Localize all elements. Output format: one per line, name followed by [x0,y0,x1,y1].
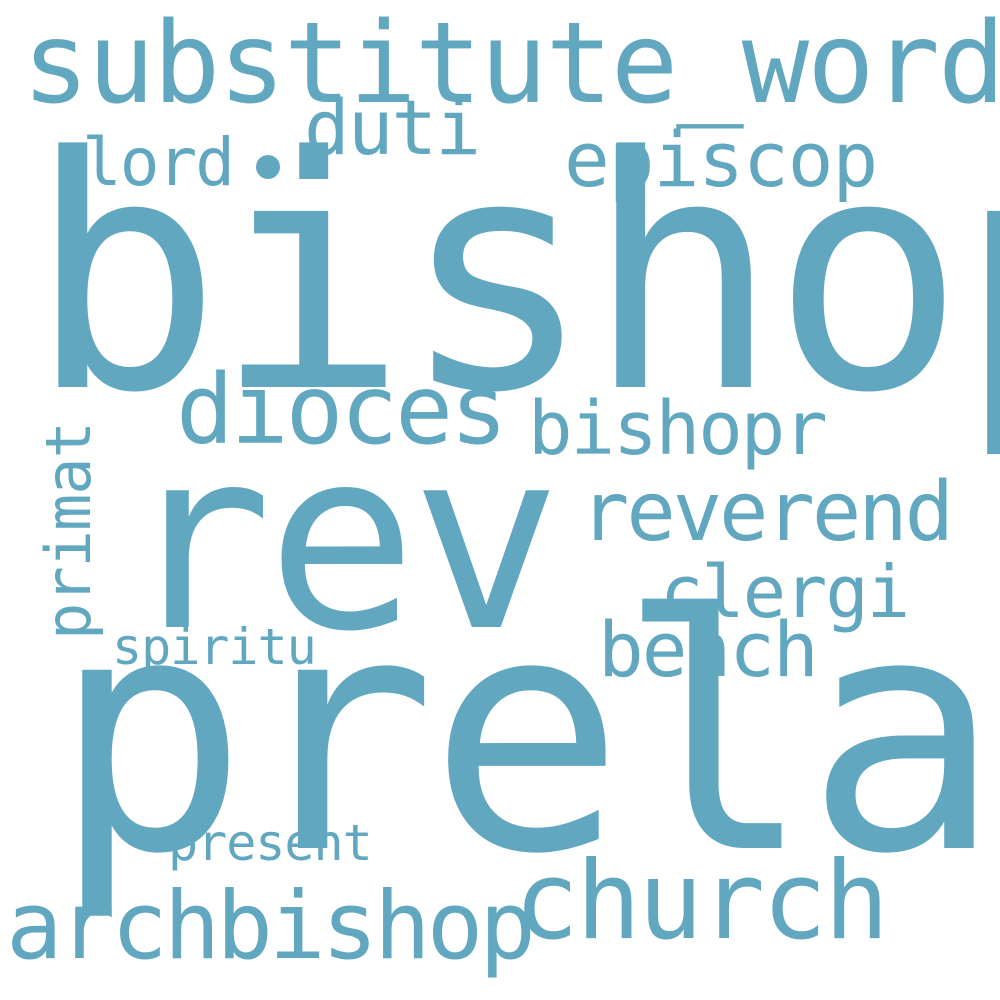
dot-decoration [256,155,280,179]
word-reverend: reverend [580,465,954,560]
word-prelat: prelat [52,545,1000,925]
word-substitute-word: substitute_word [22,0,1000,129]
word-spiritu: spiritu [112,618,317,676]
word-duti: duti [304,83,481,172]
word-bishop: bishop [28,88,1000,463]
word-bench: bench [598,605,819,694]
word-bishopr: bishopr [528,386,828,472]
word-dioces: dioces [176,354,508,466]
word-church: church [514,839,889,964]
word-episcop: episcop [564,115,878,204]
word-rev: rev [122,395,562,686]
word-archbishop: archbishop [6,872,536,981]
word-clergi: clergi [660,550,910,634]
word-lord: lord [82,124,235,201]
word-present: present [168,814,373,872]
